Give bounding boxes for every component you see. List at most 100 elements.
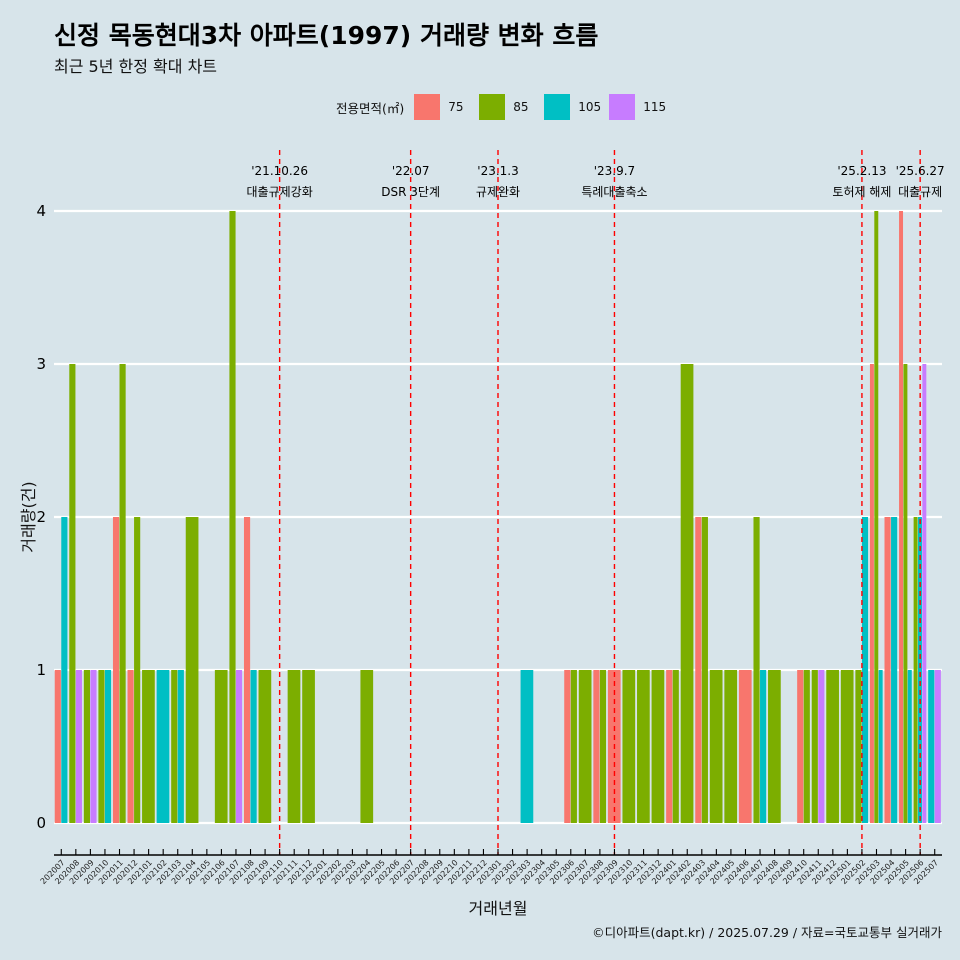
bar-202111-85	[287, 670, 301, 823]
y-tick-label: 1	[36, 661, 46, 679]
legend-item-75: 75	[414, 94, 472, 120]
bar-202007-105	[61, 517, 68, 823]
bar-202008-115	[75, 670, 82, 823]
bar-202106-85	[214, 670, 228, 823]
event-date-label: '22.07	[392, 164, 430, 178]
legend-item-85: 85	[479, 94, 537, 120]
event-description-label: 규제완화	[476, 185, 520, 199]
bar-202108-75	[243, 517, 251, 823]
event-date-label: '21.10.26	[251, 164, 308, 178]
bar-202503-85	[874, 211, 879, 823]
y-tick-label: 2	[36, 508, 46, 526]
bar-202011-75	[112, 517, 120, 823]
bar-202010-85	[98, 670, 105, 823]
bar-202306-75	[564, 670, 571, 823]
bar-202403-85	[701, 517, 708, 823]
bar-202007-75	[54, 670, 61, 823]
bar-202012-75	[127, 670, 134, 823]
bar-202204-85	[360, 670, 374, 823]
gridlines	[54, 209, 942, 825]
chart-subtitle: 최근 5년 한정 확대 차트	[54, 57, 218, 76]
bar-202410-85	[803, 670, 810, 823]
legend-swatch-75	[414, 94, 441, 120]
bar-202310-85	[622, 670, 636, 823]
bar-202104-85	[185, 517, 199, 823]
bar-202502-85	[855, 670, 862, 823]
bar-202504-75	[884, 517, 891, 823]
bar-202101-85	[142, 670, 155, 823]
bar-202108-105	[250, 670, 257, 823]
event-date-label: '23.9.7	[594, 164, 635, 178]
bar-202401-85	[672, 670, 679, 823]
legend-swatch-85	[479, 94, 506, 120]
bar-202103-85	[171, 670, 178, 823]
bar-202411-115	[818, 670, 825, 823]
bar-202507-115	[934, 670, 941, 823]
bar-202311-85	[637, 670, 650, 823]
bar-202403-75	[695, 517, 702, 823]
legend-swatch-115	[609, 94, 636, 120]
legend-title: 전용면적(㎡)	[336, 100, 405, 116]
bar-202506-85	[913, 517, 918, 823]
y-tick-label: 4	[36, 202, 46, 220]
bar-202009-115	[90, 670, 97, 823]
bar-202011-85	[119, 364, 126, 823]
x-axis-title: 거래년월	[469, 899, 528, 918]
bar-202505-75	[899, 211, 904, 823]
bar-202502-105	[861, 517, 869, 823]
bar-202408-85	[768, 670, 781, 823]
legend-label-85: 85	[513, 100, 529, 114]
bar-202412-85	[826, 670, 839, 823]
bar-202009-85	[83, 670, 90, 823]
bar-202102-105	[156, 670, 170, 823]
bar-202010-105	[104, 670, 112, 823]
bar-202404-85	[709, 670, 723, 823]
event-date-label: '23.1.3	[477, 164, 518, 178]
legend-label-105: 105	[578, 100, 602, 114]
bar-202307-85	[578, 670, 592, 823]
bar-202107-85	[229, 211, 236, 823]
event-lines: '21.10.26 대출규제강화 '22.07 DSR 3단계 '23.1.3 규제완화 '…	[247, 150, 945, 855]
bar-202312-85	[651, 670, 665, 823]
y-tick-label: 3	[36, 355, 46, 373]
bar-202401-75	[666, 670, 673, 823]
bar-202504-105	[891, 517, 898, 823]
x-axis: 2020072020082020092020102020112020122021…	[39, 849, 942, 886]
bar-202411-85	[811, 670, 818, 823]
bar-202303-105	[520, 670, 534, 823]
y-tick-label: 0	[36, 814, 46, 832]
event-description-label: 대출규제	[898, 185, 942, 199]
bar-202407-105	[760, 670, 767, 823]
bar-202405-85	[724, 670, 738, 823]
event-description-label: DSR 3단계	[381, 185, 440, 199]
bar-202008-85	[69, 364, 76, 823]
bar-202402-85	[680, 364, 694, 823]
bar-202308-85	[599, 670, 607, 823]
event-date-label: '25.2.13	[837, 164, 886, 178]
bars	[54, 211, 941, 823]
legend-label-115: 115	[643, 100, 667, 114]
bar-202406-75	[738, 670, 752, 823]
bar-202306-85	[570, 670, 577, 823]
bar-202103-105	[177, 670, 184, 823]
bar-202112-85	[302, 670, 315, 823]
caption: ©디아파트(dapt.kr) / 2025.07.29 / 자료=국토교통부 실…	[592, 925, 942, 940]
bar-202503-105	[878, 670, 883, 823]
bar-202503-75	[869, 364, 874, 823]
bar-202505-105	[907, 670, 912, 823]
event-description-label: 특례대출축소	[581, 185, 647, 199]
legend: 전용면적(㎡) 75 85 105 115	[336, 93, 674, 121]
y-axis: 0 1 2 3 4	[36, 202, 46, 832]
bar-202505-85	[903, 364, 908, 823]
bar-202109-85	[258, 670, 272, 823]
bar-202012-85	[134, 517, 141, 823]
bar-202407-85	[753, 517, 760, 823]
event-description-label: 토허제 해제	[832, 185, 891, 199]
bar-202501-85	[840, 670, 854, 823]
legend-item-115: 115	[609, 94, 667, 120]
y-axis-title: 거래량(건)	[19, 481, 38, 552]
chart-title: 신정 목동현대3차 아파트(1997) 거래량 변화 흐름	[54, 21, 599, 50]
bar-202410-75	[797, 670, 804, 823]
legend-swatch-105	[544, 94, 571, 120]
bar-202107-115	[235, 670, 243, 823]
